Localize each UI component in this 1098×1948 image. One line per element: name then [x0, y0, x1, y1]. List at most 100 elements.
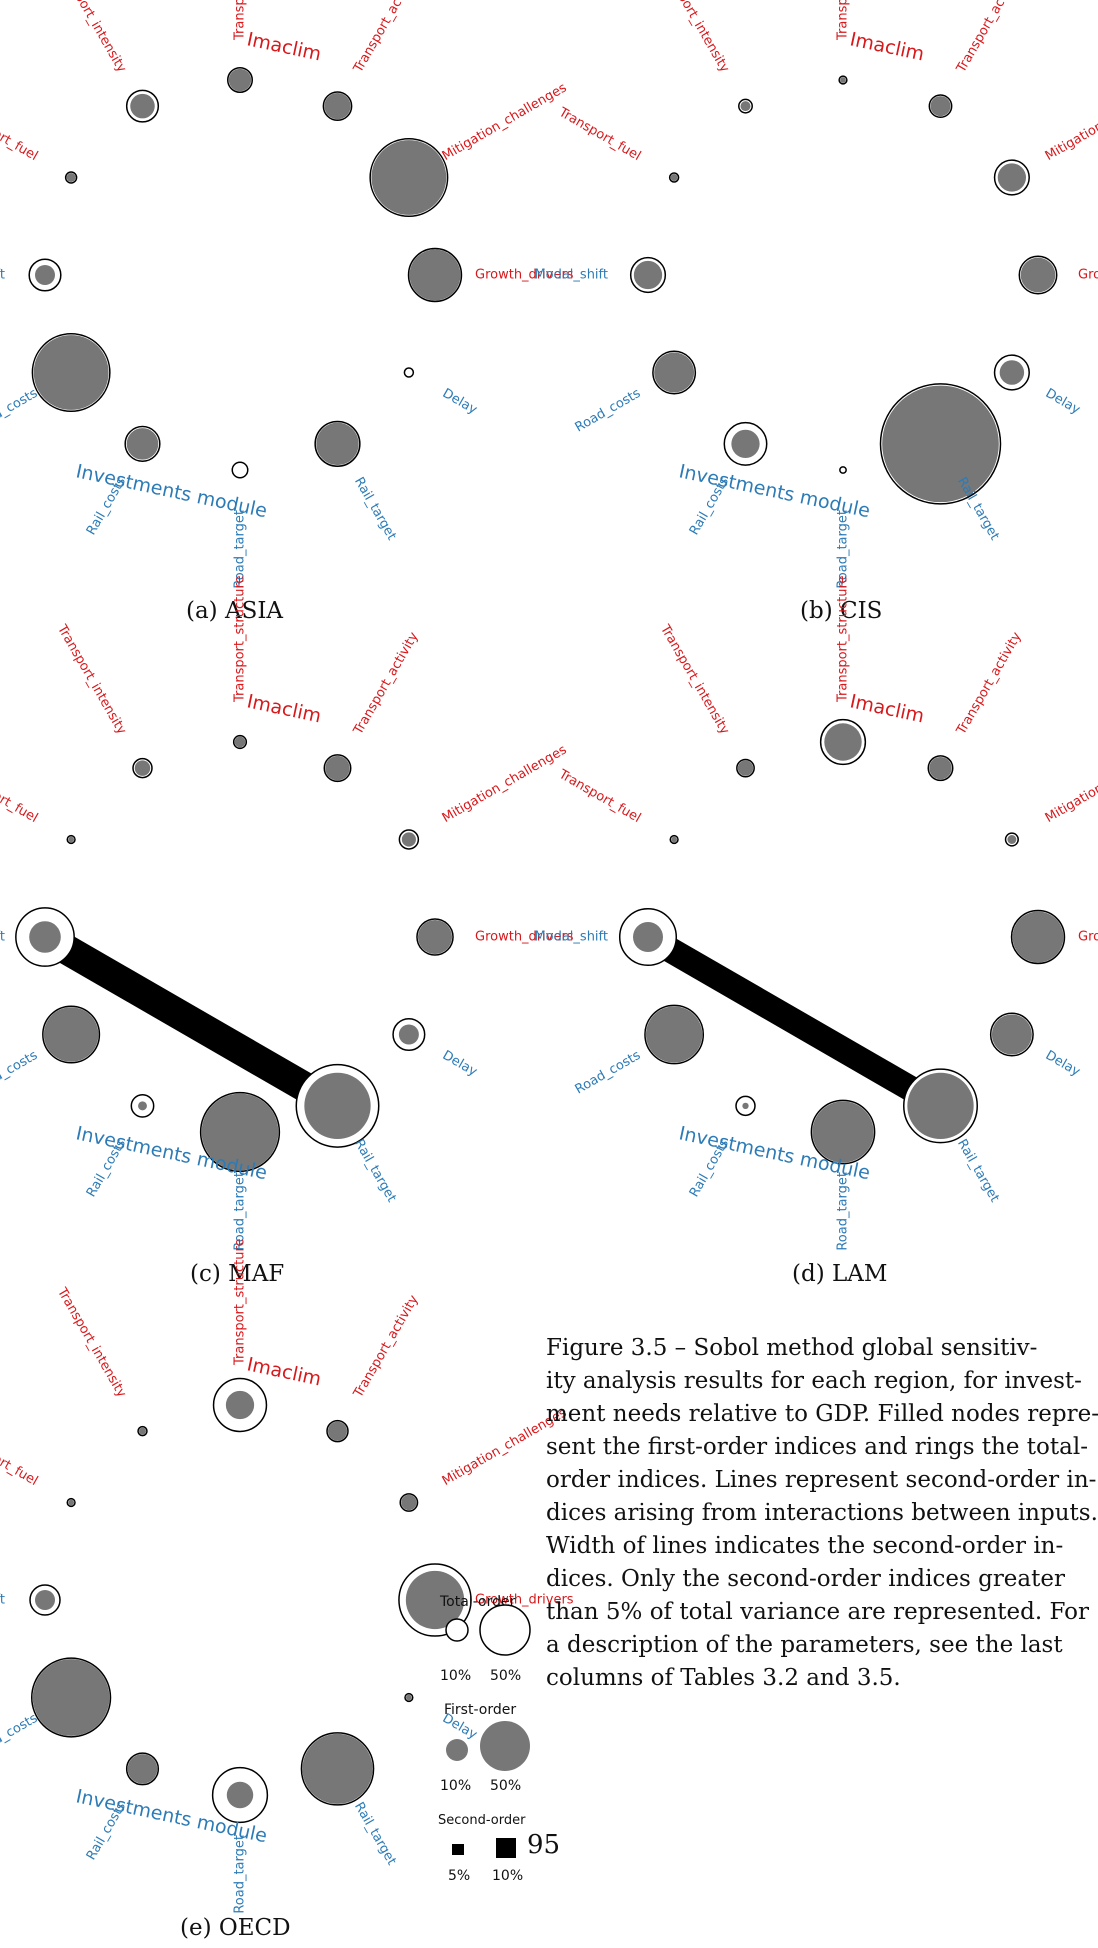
- first-order-node-transport_activity: [324, 92, 351, 120]
- legend-second-title: Second-order: [438, 1813, 526, 1828]
- variable-label-transport_structure: Transport_structure: [836, 576, 851, 704]
- variable-label-transport_fuel: Transport_fuel: [555, 767, 643, 826]
- caption-cis: (b) CIS: [800, 598, 883, 624]
- variable-label-delay: Delay: [1043, 1048, 1083, 1080]
- total-order-ring-road_target: [839, 466, 847, 474]
- caption-asia: (a) ASIA: [186, 598, 284, 624]
- variable-label-modal_shift: Modal_shift: [534, 268, 608, 283]
- first-order-node-growth_drivers: [1012, 911, 1064, 963]
- legend-first-dot-10: [446, 1739, 468, 1761]
- variable-label-road_costs: Road_costs: [573, 1048, 644, 1098]
- first-order-node-transport_activity: [929, 756, 952, 780]
- variable-label-transport_intensity: Transport_intensity: [54, 1285, 130, 1401]
- figure-caption-line: columns of Tables 3.2 and 3.5.: [546, 1665, 901, 1691]
- first-order-node-growth_drivers: [1020, 257, 1056, 293]
- first-order-node-rail_costs: [127, 1754, 158, 1784]
- first-order-node-rail_costs: [742, 1102, 749, 1110]
- variable-label-modal_shift: Modal_shift: [0, 930, 5, 945]
- first-order-node-transport_intensity: [139, 1427, 146, 1435]
- variable-label-modal_shift: Modal_shift: [534, 930, 608, 945]
- first-order-node-delay: [999, 360, 1025, 385]
- caption-lam: (d) LAM: [792, 1261, 888, 1287]
- variable-label-delay: Delay: [440, 386, 480, 418]
- first-order-node-mitigation_challenges: [401, 1494, 417, 1511]
- legend-total-ring-50: [479, 1604, 531, 1656]
- first-order-node-transport_structure: [824, 723, 862, 761]
- first-order-node-rail_target: [302, 1733, 373, 1804]
- first-order-node-rail_costs: [138, 1101, 147, 1111]
- variable-label-road_target: Road_target: [233, 1835, 248, 1914]
- variable-label-delay: Delay: [440, 1048, 480, 1080]
- variable-label-road_target: Road_target: [836, 1172, 851, 1251]
- first-order-node-transport_intensity: [740, 101, 751, 112]
- variable-label-transport_activity: Transport_activity: [351, 0, 422, 76]
- figure-caption-line: order indices. Lines represent second-or…: [546, 1467, 1097, 1493]
- variable-label-transport_activity: Transport_activity: [954, 0, 1025, 76]
- sensitivity-diagram-maf: Transport_structure Transport_activity Mit…: [0, 576, 574, 1251]
- legend-first-title: First-order: [444, 1702, 516, 1718]
- legend-first-tick-50: 50%: [490, 1778, 521, 1794]
- variable-label-transport_fuel: Transport_fuel: [0, 105, 40, 164]
- variable-label-transport_structure: Transport_structure: [233, 0, 248, 41]
- variable-label-road_costs: Road_costs: [0, 1048, 40, 1098]
- figure-caption-line: sent the first-order indices and rings t…: [546, 1434, 1088, 1460]
- caption-oecd: (e) OECD: [180, 1915, 291, 1941]
- figure-caption-line: dices arising from interactions between …: [546, 1500, 1098, 1526]
- figure-caption-line: than 5% of total variance are represente…: [546, 1599, 1089, 1625]
- second-order-line-modal_shift-rail_target: [641, 925, 947, 1117]
- total-order-ring-road_target: [231, 461, 249, 479]
- first-order-node-modal_shift: [633, 260, 663, 290]
- variable-label-rail_target: Rail_target: [351, 1800, 399, 1868]
- module-label-imaclim: Imaclim: [245, 690, 323, 727]
- first-order-node-transport_structure: [234, 736, 246, 748]
- variable-label-transport_activity: Transport_activity: [351, 630, 422, 739]
- first-order-node-transport_structure: [225, 1390, 255, 1420]
- first-order-node-road_target: [226, 1781, 254, 1809]
- figure-caption-line: Figure 3.5 – Sobol method global sensiti…: [546, 1335, 1038, 1361]
- panel-oecd: Transport_structure Transport_activity Mit…: [0, 1239, 574, 1914]
- first-order-node-modal_shift: [35, 1590, 55, 1610]
- figure-caption-line: dices. Only the second-order indices gre…: [546, 1566, 1065, 1592]
- panel-cis: Transport_structure Transport_activity Mit…: [534, 0, 1098, 589]
- variable-label-transport_intensity: Transport_intensity: [54, 0, 130, 75]
- first-order-node-delay: [398, 1024, 419, 1045]
- first-order-node-transport_intensity: [134, 760, 151, 776]
- variable-label-transport_structure: Transport_structure: [233, 1239, 248, 1367]
- first-order-node-transport_structure: [228, 68, 252, 92]
- variable-label-road_costs: Road_costs: [0, 1711, 40, 1761]
- variable-label-mitigation_challenges: Mitigation_challenges: [440, 80, 570, 164]
- legend-total-tick-10: 10%: [440, 1668, 471, 1684]
- figure-caption-line: ment needs relative to GDP. Filled nodes…: [546, 1401, 1098, 1427]
- variable-label-delay: Delay: [1043, 386, 1083, 418]
- first-order-node-mitigation_challenges: [997, 163, 1027, 192]
- legend-second-square-5: [452, 1844, 464, 1855]
- figure-caption-line: ity analysis results for each region, fo…: [546, 1368, 1082, 1394]
- variable-label-modal_shift: Modal_shift: [0, 1593, 5, 1608]
- variable-label-transport_activity: Transport_activity: [954, 630, 1025, 739]
- first-order-node-transport_intensity: [737, 760, 754, 776]
- variable-label-transport_intensity: Transport_intensity: [657, 0, 733, 75]
- panel-maf: Transport_structure Transport_activity Mit…: [0, 576, 574, 1251]
- first-order-node-growth_drivers: [405, 1570, 465, 1630]
- legend-second-tick-10: 10%: [492, 1868, 523, 1884]
- variable-label-road_target: Road_target: [233, 510, 248, 589]
- variable-label-transport_structure: Transport_structure: [836, 0, 851, 41]
- first-order-node-rail_target: [316, 422, 359, 466]
- sensitivity-diagram-oecd: Transport_structure Transport_activityMit…: [0, 1239, 574, 1914]
- variable-label-rail_target: Rail_target: [351, 1137, 399, 1205]
- figure-caption-line: a description of the parameters, see the…: [546, 1632, 1063, 1658]
- variable-label-road_target: Road_target: [836, 510, 851, 589]
- variable-label-transport_intensity: Transport_intensity: [657, 622, 733, 738]
- first-order-node-mitigation_challenges: [371, 140, 447, 215]
- first-order-node-road_costs: [33, 335, 109, 410]
- second-order-line-modal_shift-rail_target: [37, 924, 345, 1119]
- legend: Total-order 10% 50% First-order 10% 50% …: [430, 1590, 540, 1910]
- first-order-node-road_target: [201, 1093, 279, 1171]
- first-order-node-transport_fuel: [670, 174, 678, 181]
- module-label-imaclim: Imaclim: [848, 690, 926, 727]
- variable-label-modal_shift: Modal_shift: [0, 268, 5, 283]
- page-number: 95: [527, 1830, 561, 1860]
- legend-svg: Total-order 10% 50% First-order 10% 50% …: [438, 1594, 531, 1884]
- first-order-node-modal_shift: [35, 265, 55, 285]
- sensitivity-diagram-asia: Transport_structure Transport_activity Mit…: [0, 0, 574, 589]
